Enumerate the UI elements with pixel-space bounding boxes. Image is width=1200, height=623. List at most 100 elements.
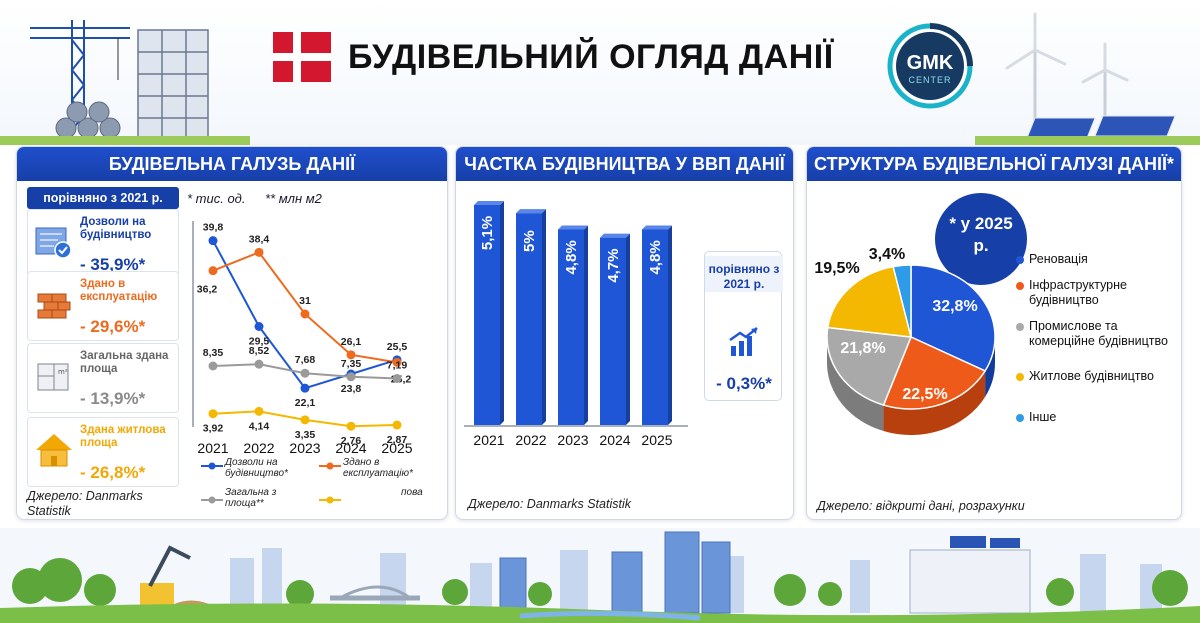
data-label: 39,8	[203, 222, 224, 234]
compare-label: порівняно з 2021 р.	[27, 187, 179, 209]
legend-swatch	[319, 496, 341, 504]
bar-top	[558, 225, 588, 230]
bar	[642, 229, 668, 425]
kpi-label: Здано в експлуатацію	[80, 278, 158, 303]
bar-top	[600, 233, 630, 238]
data-label: 7,19	[387, 359, 408, 371]
data-label: 23,8	[341, 383, 362, 395]
kpi-label: Дозволи на будівництво	[80, 216, 152, 241]
bar-value-label: 4,8%	[563, 240, 580, 274]
bar-top	[642, 225, 672, 230]
pie-value-label: 19,5%	[814, 260, 859, 277]
bar-value-label: 4,7%	[605, 248, 622, 282]
data-point	[254, 406, 264, 416]
data-label: 8,35	[203, 347, 224, 359]
legend-swatch	[319, 462, 341, 470]
x-tick-label: 2024	[335, 440, 366, 456]
data-point	[208, 409, 218, 419]
kpi-commissioned: Здано в експлуатацію - 29,6%*	[27, 271, 179, 341]
source-note: Джерело: Danmarks Statistik	[27, 489, 143, 518]
x-tick-label: 2024	[599, 432, 630, 448]
data-label: 7,68	[295, 354, 316, 366]
page-title: БУДІВЕЛЬНИЙ ОГЛЯД ДАНІЇ	[348, 38, 834, 76]
bar-side	[668, 225, 672, 425]
bar-value-label: 4,8%	[647, 240, 664, 274]
legend-label: Загальна з площа**	[225, 487, 277, 509]
data-point	[300, 383, 310, 393]
renewable-energy-illustration	[975, 12, 1200, 145]
data-label: 31	[299, 295, 311, 307]
pie-value-label: 21,8%	[840, 340, 885, 357]
units-note: * тис. од.	[187, 191, 246, 206]
bar-side	[626, 233, 630, 425]
data-point	[392, 357, 402, 367]
bar-side	[542, 209, 546, 425]
kpi-permits: Дозволи на будівництво - 35,9%*	[27, 209, 179, 279]
pie-legend-item: Інфраструктурне будівництво	[1016, 278, 1169, 308]
legend-label: Здано в експлуатацію*	[343, 457, 413, 479]
pie-slice	[826, 265, 912, 338]
pie-legend-label: Інше	[1029, 410, 1057, 424]
data-label: 22,1	[295, 397, 316, 409]
bar-side	[500, 201, 504, 425]
data-label: 36,2	[197, 284, 218, 296]
bar-top	[516, 209, 546, 214]
construction-industry-panel: БУДІВЕЛЬНА ГАЛУЗЬ ДАНІЇ порівняно з 2021…	[16, 146, 448, 520]
year-badge-text: * у 2025 р.	[949, 214, 1013, 255]
bar-value-label: 5,1%	[479, 216, 496, 250]
data-point	[208, 361, 218, 371]
data-point	[392, 420, 402, 430]
x-tick-label: 2025	[381, 440, 412, 456]
industry-structure-panel: СТРУКТУРА БУДІВЕЛЬНОЇ ГАЛУЗІ ДАНІЇ* * у …	[806, 146, 1182, 520]
pie-slice	[826, 326, 913, 406]
pie-slice-side	[883, 370, 986, 435]
legend-label: Дозволи на будівництво*	[225, 457, 288, 479]
legend-swatch	[201, 462, 223, 470]
chart-growth-icon	[729, 327, 758, 356]
data-point	[300, 368, 310, 378]
data-point	[208, 266, 218, 276]
svg-text:m²: m²	[58, 368, 68, 376]
kpi-value: - 26,8%*	[80, 463, 146, 482]
gmk-center-logo: GMK CENTER	[887, 23, 973, 109]
pie-legend-item: Промислове та комерційне будівництво	[1016, 319, 1169, 349]
compare-label: порівняно з 2021 р.	[708, 262, 780, 291]
legend-swatch	[201, 496, 223, 504]
x-tick-label: 2023	[557, 432, 588, 448]
data-point	[300, 415, 310, 425]
x-tick-label: 2021	[473, 432, 504, 448]
compare-value: - 0,3%*	[716, 374, 772, 393]
house-icon	[36, 434, 72, 467]
x-tick-label: 2025	[641, 432, 672, 448]
kpi-value: - 29,6%*	[80, 317, 146, 336]
source-note: Джерело: Danmarks Statistik	[468, 497, 631, 511]
data-point	[346, 372, 356, 382]
kpi-label: Здана житлова площа	[80, 424, 166, 449]
pie-legend-label: Промислове та комерційне будівництво	[1029, 319, 1168, 348]
pie-value-label: 22,5%	[902, 386, 947, 403]
bar-chart: 5,1% 2021 5% 2022 4,8% 2023 4,7% 2024 4,8% 2025	[464, 201, 688, 448]
kpi-value: - 13,9%*	[80, 389, 146, 408]
bar-value-label: 5%	[521, 230, 538, 252]
pie-slice	[910, 264, 996, 372]
x-tick-label: 2022	[243, 440, 274, 456]
units-note: ** млн м2	[265, 191, 322, 206]
floorplan-icon: m²	[37, 363, 69, 391]
pie-value-label: 3,4%	[869, 246, 905, 263]
x-tick-label: 2023	[289, 440, 320, 456]
x-tick-label: 2021	[197, 440, 228, 456]
data-point	[300, 309, 310, 319]
kpi-total-area: m² Загальна здана площа - 13,9%*	[27, 343, 179, 413]
data-label: 3,92	[203, 423, 224, 435]
data-label: 7,35	[341, 358, 362, 370]
city-landscape-illustration	[0, 528, 1200, 623]
pie-legend-label: Житлове будівництво	[1029, 369, 1154, 383]
data-label: 3,35	[295, 429, 316, 441]
line-chart: 39,829,522,123,825,536,238,43126,125,28,…	[192, 221, 413, 456]
pie-slice-side	[985, 337, 995, 397]
data-point	[208, 236, 218, 246]
bar	[516, 213, 542, 425]
panel-title: ЧАСТКА БУДІВНИЦТВА У ВВП ДАНІЇ	[456, 147, 793, 181]
data-label: 29,5	[249, 336, 270, 348]
pie-slice	[892, 264, 912, 338]
